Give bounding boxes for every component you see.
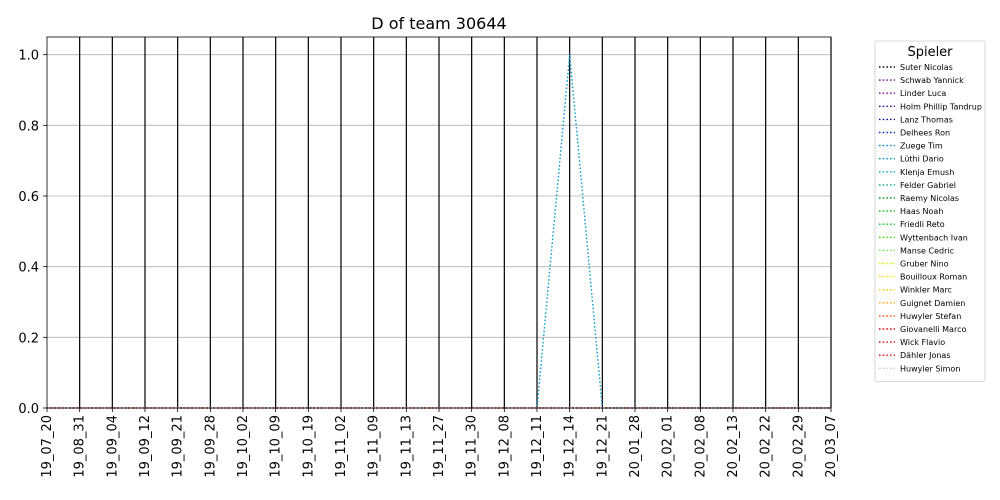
legend-entry-label: Lüthi Dario [900, 155, 944, 164]
x-tick-label: 19_12_21 [595, 415, 610, 478]
x-tick-label: 19_10_09 [269, 415, 284, 478]
x-tick-label: 20_02_01 [661, 415, 676, 478]
legend-entry-label: Felder Gabriel [900, 181, 956, 190]
legend-entry-label: Zuege Tim [900, 142, 943, 151]
y-tick-label: 0.2 [18, 331, 39, 346]
legend-entry-label: Bouilloux Roman [900, 273, 967, 282]
x-tick-label: 20_02_13 [726, 415, 741, 478]
x-tick-label: 19_11_30 [465, 415, 480, 478]
y-tick-label: 0.0 [18, 402, 39, 417]
x-tick-label: 19_11_27 [432, 415, 447, 478]
x-tick-label: 19_10_19 [301, 415, 316, 478]
x-tick-label: 19_09_21 [171, 415, 186, 478]
x-tick-label: 19_10_02 [236, 415, 251, 478]
x-tick-label: 19_08_31 [73, 415, 88, 478]
legend-entry-label: Lanz Thomas [900, 115, 953, 124]
x-tick-label: 19_09_04 [105, 415, 120, 478]
x-tick-label: 19_09_12 [138, 415, 153, 478]
legend: Spieler Suter Nicolas Schwab Yannick Linde… [874, 40, 986, 382]
legend-entry-label: Klenja Emush [900, 168, 954, 177]
legend-entry-label: Huwyler Simon [900, 364, 960, 373]
x-tick-label: 20_02_22 [759, 415, 774, 478]
legend-entry-label: Schwab Yannick [900, 76, 964, 85]
y-tick-label: 0.8 [18, 119, 39, 134]
legend-entry-label: Friedli Reto [900, 220, 945, 229]
y-tick-label: 0.6 [18, 190, 39, 205]
legend-box [874, 40, 986, 382]
x-tick-label: 19_11_09 [367, 415, 382, 478]
legend-entry-label: Raemy Nicolas [900, 194, 959, 203]
x-tick-label: 19_09_28 [203, 415, 218, 478]
legend-entry-label: Huwyler Stefan [900, 312, 961, 321]
legend-entry-label: Delhees Ron [900, 129, 950, 138]
x-tick-label: 19_11_13 [399, 415, 414, 478]
x-tick-label: 20_02_29 [791, 415, 806, 478]
legend-entry-label: Wyttenbach Ivan [900, 233, 968, 242]
x-tick-label: 19_12_14 [563, 415, 578, 478]
plot-area: 0.0 0.2 0.4 0.6 0.8 1.0 19_07_20 19_08_31 19_09_… [18, 36, 839, 478]
x-tick-label: 20_01_28 [628, 415, 643, 478]
legend-entry-label: Linder Luca [900, 89, 946, 98]
legend-entry-label: Winkler Marc [900, 286, 952, 295]
legend-entry-label: Suter Nicolas [900, 63, 953, 72]
legend-entry-label: Guignet Damien [900, 299, 965, 308]
x-tick-label: 19_12_08 [497, 415, 512, 478]
y-tick-label: 0.4 [18, 261, 39, 276]
legend-entry-label: Haas Noah [900, 207, 943, 216]
legend-title: Spieler [907, 45, 953, 60]
x-tick-label: 19_07_20 [40, 415, 55, 478]
legend-entry-label: Dähler Jonas [900, 351, 951, 360]
x-tick-label: 19_11_02 [334, 415, 349, 478]
x-tick-label: 19_12_11 [530, 415, 545, 478]
x-tick-label: 20_02_08 [693, 415, 708, 478]
legend-entry-label: Holm Phillip Tandrup [900, 102, 982, 111]
legend-entry-label: Gruber Nino [900, 260, 949, 269]
legend-entry-label: Manse Cedric [900, 246, 954, 255]
chart-title: D of team 30644 [371, 14, 506, 33]
x-tick-label: 20_03_07 [824, 415, 839, 478]
legend-entry-label: Wick Flavio [900, 338, 945, 347]
legend-entry-label: Giovanelli Marco [900, 325, 966, 334]
y-tick-label: 1.0 [18, 49, 39, 64]
